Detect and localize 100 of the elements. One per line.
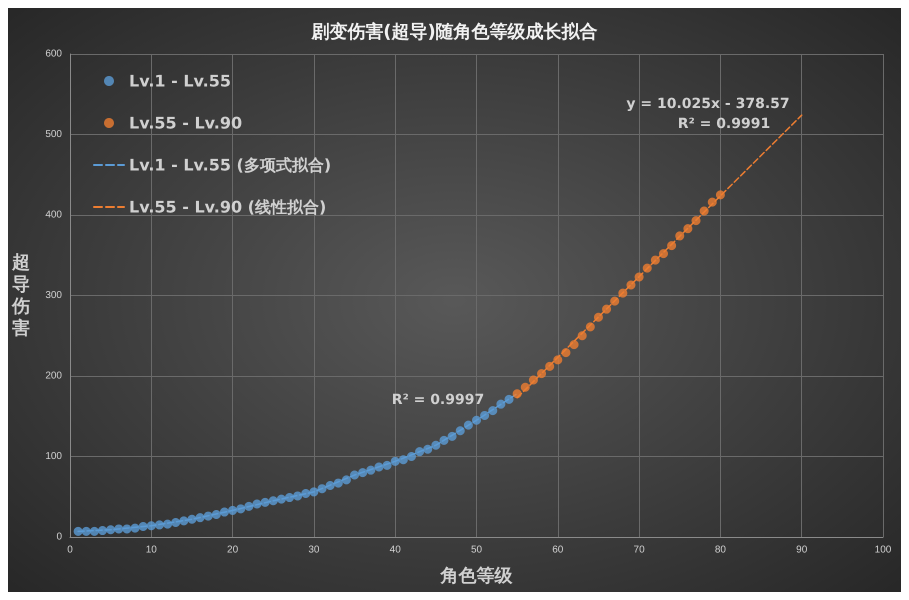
point — [439, 436, 448, 445]
point — [716, 190, 725, 200]
point — [488, 406, 498, 416]
point — [570, 340, 579, 350]
point — [252, 499, 262, 508]
point — [480, 410, 490, 420]
point — [520, 382, 530, 392]
x-tick-label: 100 — [874, 544, 892, 556]
point — [342, 475, 351, 484]
point — [179, 516, 188, 526]
point — [366, 466, 376, 475]
y-tick-label: 100 — [45, 451, 62, 462]
point — [74, 526, 83, 536]
point — [667, 241, 676, 250]
point — [98, 526, 108, 536]
x-tick-label: 0 — [67, 544, 74, 556]
x-tick-label: 70 — [634, 544, 646, 556]
x-tick-label: 60 — [552, 544, 564, 556]
point — [114, 524, 124, 534]
point — [692, 216, 701, 226]
point — [350, 470, 360, 480]
point — [578, 331, 587, 340]
point — [301, 489, 310, 498]
point — [496, 400, 506, 409]
point — [138, 522, 148, 532]
point — [618, 288, 628, 298]
point — [236, 504, 246, 514]
point — [276, 494, 286, 504]
point — [244, 502, 254, 511]
legend-label: Lv.55 - Lv.90 (线性拟合) — [129, 198, 326, 216]
point — [293, 491, 302, 500]
point — [204, 512, 213, 521]
y-tick-label: 500 — [45, 129, 62, 140]
point — [406, 452, 416, 461]
point — [318, 484, 327, 494]
y-tick-label: 400 — [45, 210, 62, 220]
point — [545, 362, 554, 371]
point — [456, 426, 465, 436]
y-tick-label: 0 — [56, 532, 62, 542]
chart-title: 剧变伤害(超导)随角色等级成长拟合 — [310, 22, 598, 42]
point — [708, 198, 717, 207]
y-tick-label: 200 — [45, 370, 62, 382]
point — [553, 355, 562, 364]
point — [504, 394, 514, 404]
point — [130, 524, 140, 533]
x-tick-label: 10 — [146, 544, 158, 556]
point — [268, 496, 278, 506]
point — [650, 256, 660, 265]
point — [423, 444, 432, 454]
y-tick-label: 600 — [45, 48, 62, 60]
point — [374, 462, 384, 472]
point — [610, 296, 620, 306]
point — [187, 514, 196, 524]
y-axis-title: 超导伤害 — [11, 252, 30, 339]
annotation: R² = 0.9997 — [392, 392, 484, 408]
legend-label: Lv.55 - Lv.90 — [129, 114, 242, 132]
point — [326, 480, 335, 490]
point — [309, 487, 318, 496]
legend-label: Lv.1 - Lv.55 (多项式拟合) — [129, 156, 332, 174]
annotation: y = 10.025x - 378.57 — [626, 96, 790, 112]
point — [586, 322, 595, 332]
point — [163, 520, 172, 529]
point — [90, 526, 99, 536]
point — [464, 420, 473, 430]
point — [561, 348, 570, 358]
point — [431, 440, 440, 450]
point — [594, 312, 603, 322]
point — [228, 506, 238, 515]
point — [683, 224, 692, 234]
point — [537, 369, 546, 378]
point — [382, 460, 392, 470]
x-axis-title: 角色等级 — [440, 566, 514, 586]
point — [512, 389, 522, 398]
point — [285, 493, 294, 502]
point — [334, 478, 343, 488]
point — [659, 249, 668, 258]
point — [260, 498, 270, 507]
point — [220, 508, 229, 517]
x-tick-label: 50 — [470, 544, 482, 556]
point — [602, 304, 612, 314]
x-tick-label: 90 — [796, 544, 808, 556]
point — [415, 447, 424, 456]
point — [398, 455, 408, 464]
point — [82, 526, 91, 536]
point — [642, 264, 652, 273]
point — [212, 510, 221, 519]
legend-label: Lv.1 - Lv.55 — [129, 72, 231, 90]
x-tick-label: 20 — [227, 544, 239, 556]
point — [472, 416, 481, 425]
point — [634, 272, 644, 282]
x-tick-label: 40 — [390, 544, 402, 556]
point — [154, 520, 164, 530]
point — [106, 525, 116, 534]
point — [196, 513, 205, 522]
point — [448, 432, 457, 441]
y-tick-label: 300 — [45, 290, 62, 301]
point — [700, 206, 709, 216]
point — [626, 280, 636, 290]
point — [675, 231, 684, 240]
point — [358, 468, 368, 478]
